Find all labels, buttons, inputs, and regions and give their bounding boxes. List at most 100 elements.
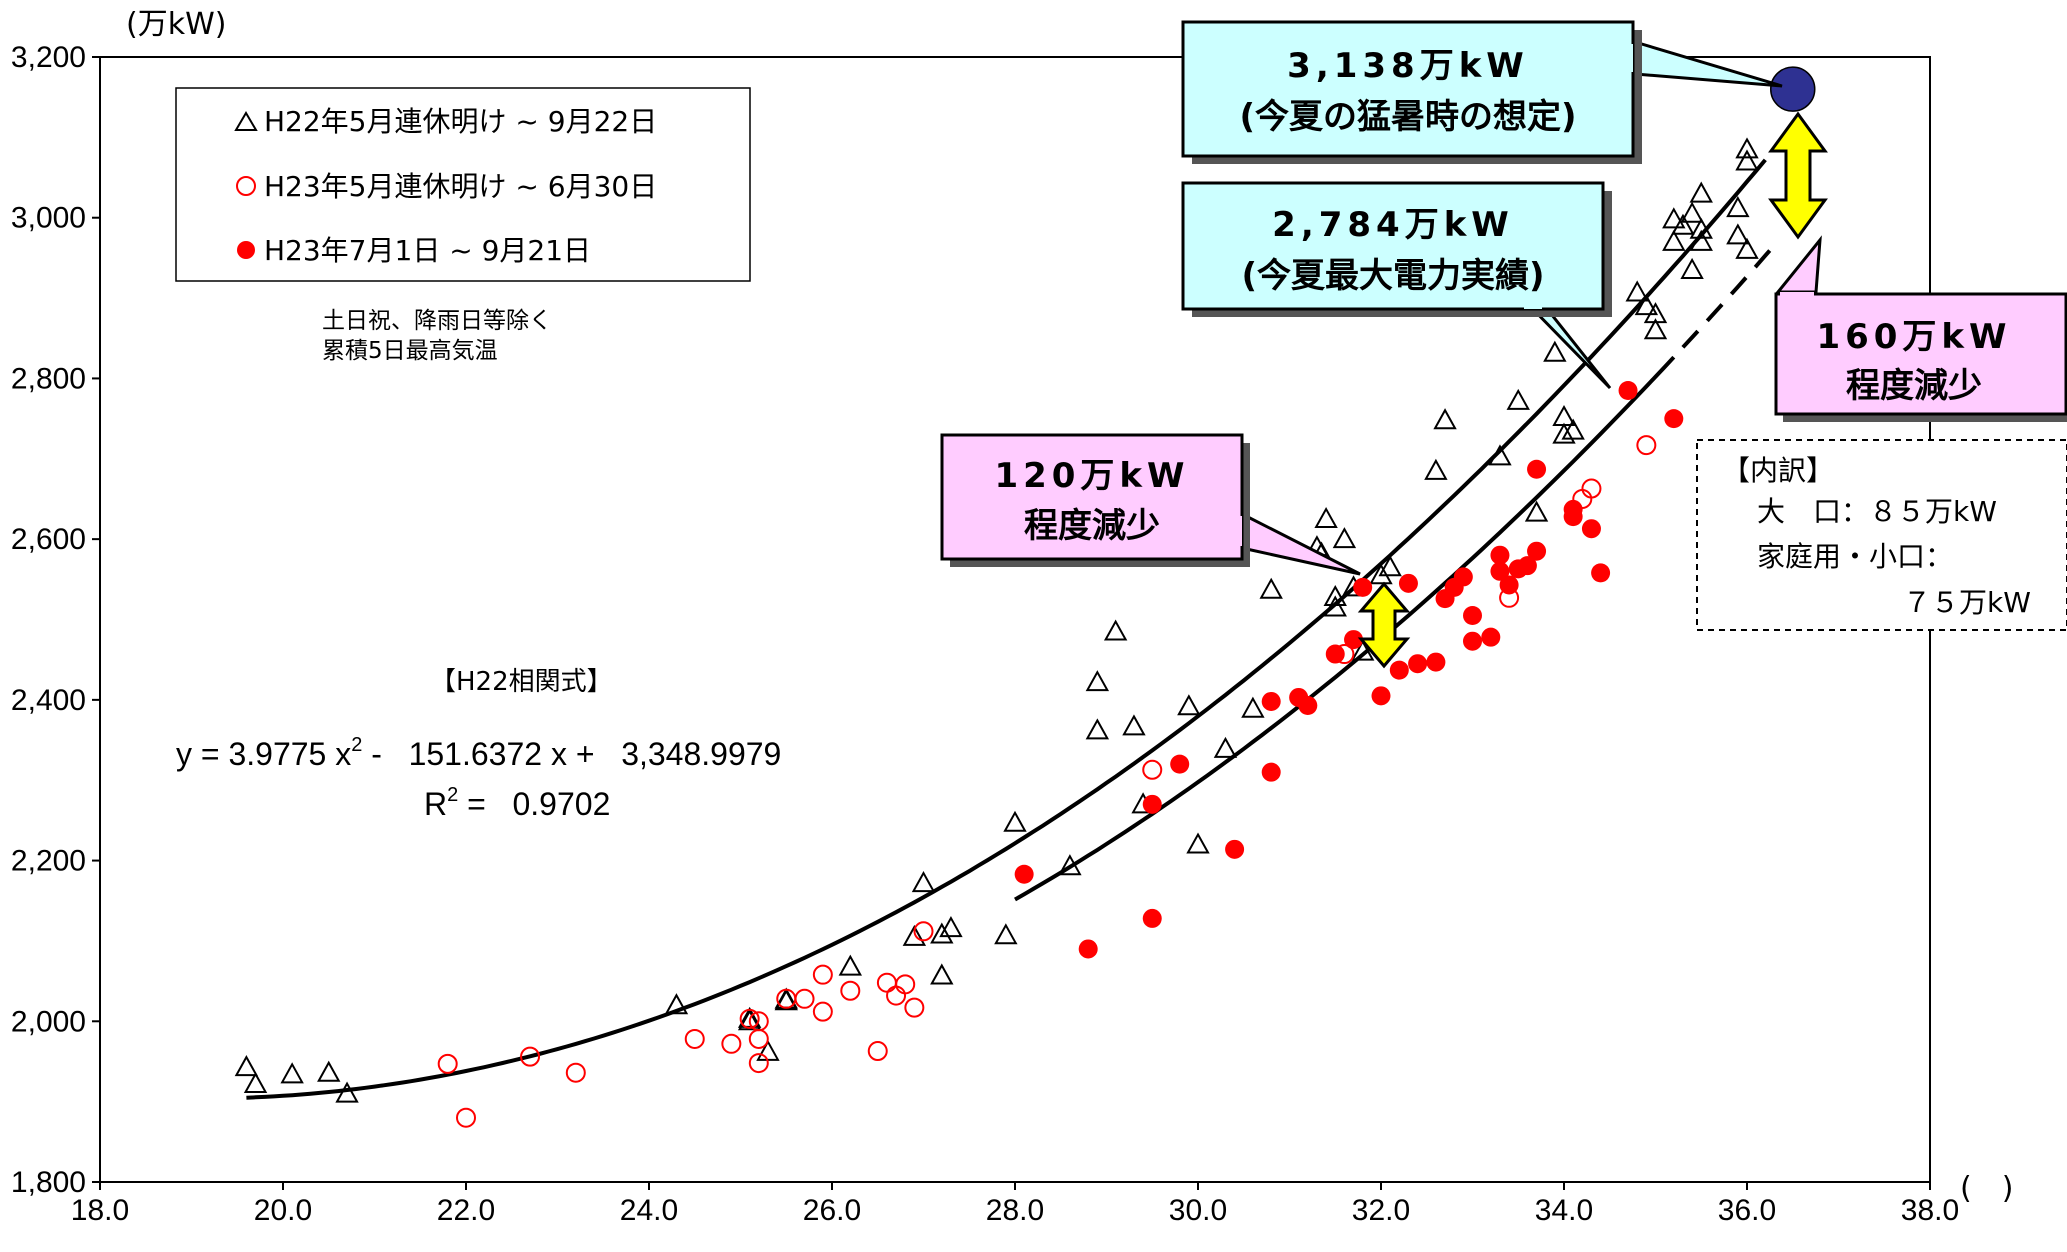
filled-circle-point (1353, 577, 1373, 597)
callout-120-line1: 120万kW (994, 456, 1189, 496)
callout-160-line1: 160万kW (1816, 317, 2011, 357)
filled-circle-point (1344, 630, 1364, 650)
callout-160-box (1774, 292, 2067, 416)
triangle-point (1726, 223, 1750, 245)
x-axis: 18.0 20.0 22.0 24.0 26.0 28.0 30.0 32.0 34.0 36.0… (71, 1182, 1959, 1227)
triangle-point (1351, 639, 1375, 661)
triangle-point (1186, 832, 1210, 854)
x-tick-label: 32.0 (1352, 1194, 1410, 1227)
triangle-point (1314, 506, 1338, 529)
triangle-point (902, 924, 927, 946)
triangle-point (1625, 280, 1649, 302)
triangle-point (280, 1062, 304, 1084)
filled-circle-point (1517, 556, 1537, 576)
triangle-point (1662, 207, 1686, 229)
open-circle-point (565, 1062, 586, 1083)
triangle-point (1634, 294, 1659, 316)
filled-circle-point (1014, 864, 1034, 884)
triangle-point (1058, 854, 1082, 876)
breakdown-title: 【内訳】 (1722, 454, 1834, 487)
breakdown-household-value: ７５万kW (1903, 586, 2031, 619)
y-tick-label: 2,600 (11, 523, 86, 556)
callout-3138-line1: 3,138万kW (1287, 46, 1529, 86)
legend-triangle-icon (234, 111, 258, 131)
open-circle-point (840, 980, 861, 1001)
triangle-point (1552, 422, 1576, 444)
breakdown-large: 大 口：８５万kW (1757, 495, 1997, 528)
callout-160-line2: 程度減少 (1846, 366, 1982, 406)
callout-160: 160万kW 程度減少 (1774, 235, 2067, 422)
open-circle-point (684, 1028, 705, 1049)
filled-circle-point (1453, 567, 1473, 587)
triangle-point (1085, 718, 1110, 740)
triangle-point (1643, 318, 1668, 340)
breakdown-frame (1696, 439, 2067, 631)
y-tick-label: 2,800 (11, 362, 86, 395)
x-tick-label: 18.0 (71, 1194, 129, 1227)
filled-circle-point (1170, 754, 1190, 774)
triangle-point (1506, 388, 1530, 410)
x-tick-label: 26.0 (803, 1194, 861, 1227)
filled-circle-point (1591, 563, 1611, 583)
h23-regression-curve-extension (1681, 243, 1777, 349)
filled-circle-point (1078, 939, 1098, 959)
h22-regression-curve (246, 158, 1767, 1100)
open-circle-point (456, 1107, 476, 1128)
x-axis-label: ( ) (1960, 1171, 2013, 1206)
triangle-point (1689, 229, 1713, 251)
open-circle-point (1636, 435, 1657, 456)
legend: H22年5月連休明け ~ 9月22日 H23年5月連休明け ~ 6月30日 H2… (175, 87, 751, 282)
triangle-point (1103, 619, 1128, 641)
triangle-point (1488, 444, 1512, 466)
x-tick-label: 38.0 (1901, 1194, 1959, 1227)
x-tick-label: 34.0 (1535, 1194, 1593, 1227)
open-circle-point (748, 1053, 769, 1074)
equation-line-suffix: - 151.6372 x + 3,348.9979 (362, 736, 781, 772)
triangle-point (1561, 418, 1585, 440)
equation-line-prefix: y = 3.9775 x (176, 736, 351, 772)
filled-circle-point (1499, 575, 1519, 595)
triangle-point (1177, 694, 1201, 716)
y-axis: 1,800 2,000 2,200 2,400 2,600 2,800 3,000 3,200 (11, 41, 100, 1199)
filled-circle-point (1563, 507, 1583, 527)
x-tick-label: 22.0 (437, 1194, 495, 1227)
legend-open-circle-icon (236, 176, 256, 196)
filled-circle-point (1408, 654, 1428, 674)
filled-circle-point (1527, 459, 1547, 479)
reduction-arrow-160 (1768, 111, 1828, 240)
r-squared-suffix: = 0.9702 (458, 786, 610, 822)
y-tick-label: 3,000 (11, 202, 86, 235)
reduction-arrow-120 (1357, 581, 1411, 669)
triangle-point (1524, 500, 1549, 522)
r-squared-exponent: 2 (447, 784, 458, 806)
equation-line: y = 3.9775 x2 - 151.6372 x + 3,348.9979 (176, 734, 781, 772)
filled-circle-point (1490, 545, 1510, 565)
triangle-point (737, 1009, 762, 1031)
h23-regression-curve (1014, 355, 1676, 902)
y-tick-label: 1,800 (11, 1166, 86, 1199)
open-circle-point (794, 988, 815, 1009)
filled-circle-point (1527, 541, 1547, 561)
filled-circle-point (1225, 839, 1245, 859)
open-circle-point (913, 921, 934, 942)
filled-circle-point (1325, 644, 1345, 664)
y-tick-label: 2,000 (11, 1005, 86, 1038)
filled-circle-point (1261, 691, 1281, 711)
x-tick-label: 36.0 (1718, 1194, 1776, 1227)
r-squared-line: R2 = 0.9702 (424, 784, 610, 822)
filled-circle-point (1618, 380, 1638, 400)
triangle-point (1241, 696, 1265, 718)
triangle-point (1671, 213, 1695, 235)
callout-2784-box (1181, 181, 1605, 311)
callout-3138-box (1181, 20, 1635, 158)
triangle-point (1433, 408, 1457, 430)
legend-box (175, 87, 751, 282)
filled-circle-point (1463, 631, 1482, 651)
triangle-point (1122, 714, 1146, 736)
filled-circle-point (1490, 561, 1510, 581)
legend-filled-circle-icon (237, 241, 255, 259)
triangle-point (243, 1071, 268, 1093)
legend-entry-h23-open: H23年5月連休明け ~ 6月30日 (264, 170, 657, 203)
triangle-point (1259, 577, 1283, 599)
triangle-point (939, 916, 963, 938)
